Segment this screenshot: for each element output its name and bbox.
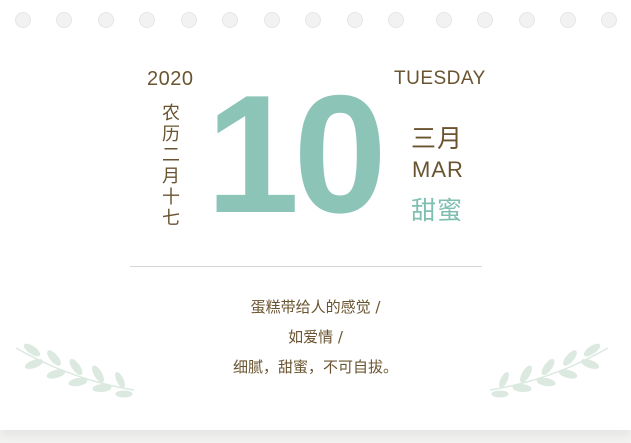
ring-hole xyxy=(477,12,493,28)
quote-line: 如爱情 / xyxy=(288,328,343,346)
ring-hole xyxy=(347,12,363,28)
binding-rings xyxy=(0,0,631,40)
ring-hole xyxy=(139,12,155,28)
ring-hole xyxy=(56,12,72,28)
ring-hole xyxy=(222,12,238,28)
daily-quote: 蛋糕带给人的感觉 / 如爱情 / 细腻，甜蜜，不可自拔。 xyxy=(0,292,631,382)
daily-keyword: 甜蜜 xyxy=(411,196,464,225)
leaf-branch-icon xyxy=(489,343,609,398)
ring-hole xyxy=(264,12,280,28)
quote-line: 蛋糕带给人的感觉 / xyxy=(250,298,381,316)
day-number: 10 xyxy=(206,60,387,248)
month-chinese: 三月 xyxy=(411,124,464,153)
ring-hole xyxy=(519,12,535,28)
leaf-branch-icon xyxy=(15,343,135,398)
ring-hole xyxy=(98,12,114,28)
ring-hole xyxy=(388,12,404,28)
year-label: 2020 xyxy=(147,68,194,90)
weekday-label: TUESDAY xyxy=(394,68,486,89)
lunar-date: 农历二月十七 xyxy=(162,103,180,229)
ring-hole xyxy=(436,12,452,28)
ring-hole xyxy=(181,12,197,28)
ring-hole xyxy=(305,12,321,28)
ring-hole xyxy=(15,12,31,28)
ring-hole xyxy=(560,12,576,28)
ring-hole xyxy=(601,12,617,28)
calendar-card: 2020 TUESDAY 农历二月十七 10 三月 MAR 甜蜜 蛋糕带给人的感… xyxy=(0,0,631,430)
month-english: MAR xyxy=(412,157,464,182)
divider-line xyxy=(130,266,482,267)
quote-line: 细腻，甜蜜，不可自拔。 xyxy=(232,358,398,376)
